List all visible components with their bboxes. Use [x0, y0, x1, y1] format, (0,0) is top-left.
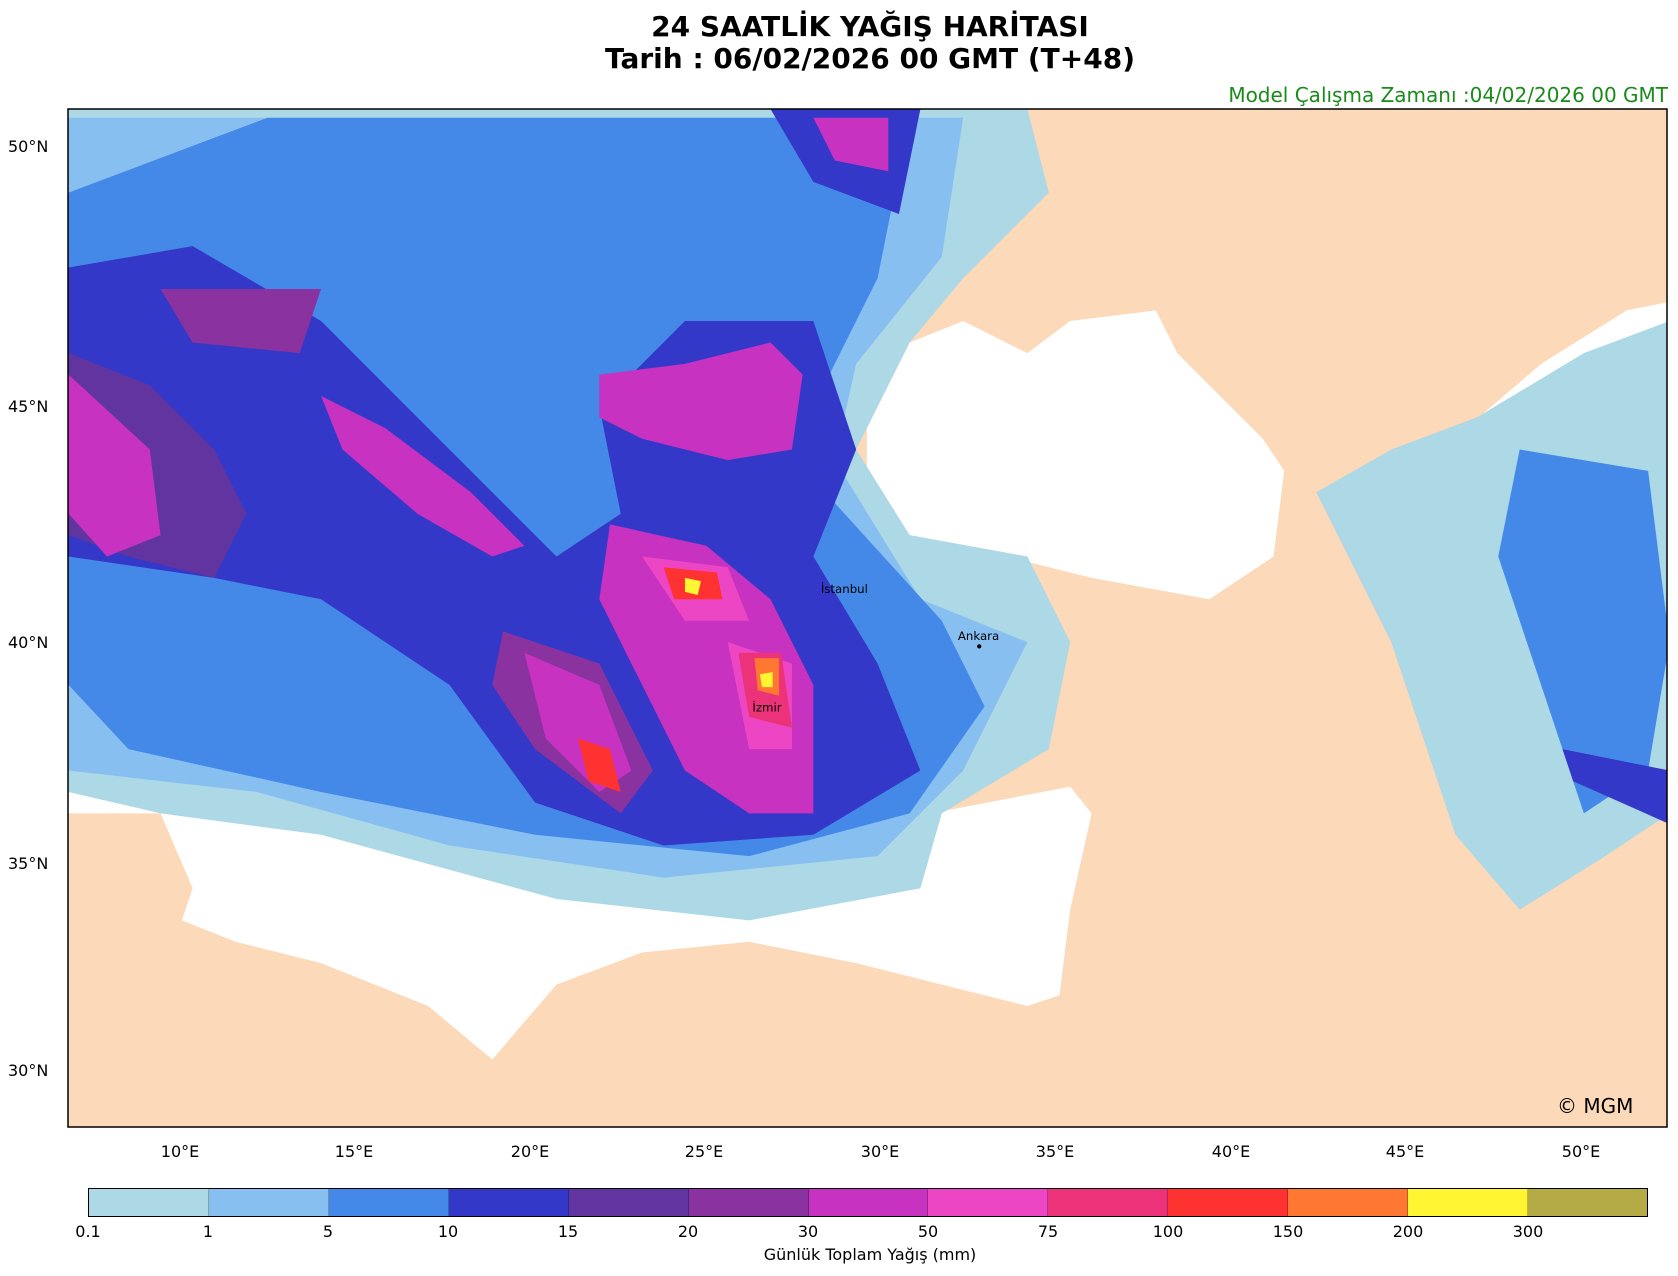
map-title: 24 SAATLİK YAĞIŞ HARİTASI	[651, 10, 1089, 43]
lon-label: 25°E	[684, 1142, 724, 1161]
map-frame	[67, 108, 1668, 1128]
lat-label: 30°N	[8, 1061, 49, 1080]
colorbar-segment	[928, 1189, 1049, 1216]
lon-label: 20°E	[510, 1142, 550, 1161]
colorbar-segment	[568, 1189, 689, 1216]
colorbar-tick-label: 300	[1512, 1222, 1544, 1241]
colorbar-label: Günlük Toplam Yağış (mm)	[763, 1245, 977, 1264]
colorbar-segment	[688, 1189, 809, 1216]
colorbar-segment	[808, 1189, 929, 1216]
city-label-izmir: İzmir	[752, 700, 781, 715]
colorbar-segment	[1168, 1189, 1289, 1216]
map-date: Tarih : 06/02/2026 00 GMT (T+48)	[604, 42, 1135, 75]
colorbar-segment	[1408, 1189, 1529, 1216]
colorbar-tick-label: 200	[1392, 1222, 1424, 1241]
colorbar-tick-label: 30	[797, 1222, 819, 1241]
colorbar-tick-label: 75	[1037, 1222, 1059, 1241]
colorbar-tick-label: 100	[1152, 1222, 1184, 1241]
colorbar-segment	[1288, 1189, 1409, 1216]
city-label-ankara: Ankara	[958, 629, 999, 643]
city-label-istanbul: İstanbul	[821, 581, 868, 596]
lat-label: 45°N	[8, 397, 49, 416]
colorbar-segment	[1048, 1189, 1169, 1216]
colorbar-segment	[1528, 1189, 1647, 1216]
colorbar-segment	[328, 1189, 449, 1216]
colorbar-tick-label: 1	[202, 1222, 214, 1241]
colorbar-tick-label: 0.1	[75, 1222, 101, 1241]
lon-label: 35°E	[1035, 1142, 1075, 1161]
colorbar-tick-label: 10	[437, 1222, 459, 1241]
colorbar-tick-label: 50	[917, 1222, 939, 1241]
lon-label: 50°E	[1561, 1142, 1601, 1161]
lon-label: 30°E	[860, 1142, 900, 1161]
lon-label: 40°E	[1211, 1142, 1251, 1161]
colorbar-tick-label: 15	[557, 1222, 579, 1241]
black-sea	[866, 310, 1285, 600]
lon-label: 15°E	[334, 1142, 374, 1161]
model-run-time: Model Çalışma Zamanı :04/02/2026 00 GMT	[1228, 83, 1668, 107]
colorbar-segment	[89, 1189, 209, 1216]
copyright: © MGM	[1557, 1094, 1634, 1118]
colorbar-segment	[448, 1189, 569, 1216]
lat-label: 50°N	[8, 137, 49, 156]
colorbar-tick-label: 5	[322, 1222, 334, 1241]
colorbar-segment	[208, 1189, 329, 1216]
colorbar-tick-label: 20	[677, 1222, 699, 1241]
lon-label: 10°E	[160, 1142, 200, 1161]
colorbar-tick-label: 150	[1272, 1222, 1304, 1241]
lon-label: 45°E	[1385, 1142, 1425, 1161]
colorbar	[88, 1188, 1648, 1217]
lat-label: 40°N	[8, 633, 49, 652]
lat-label: 35°N	[8, 854, 49, 873]
